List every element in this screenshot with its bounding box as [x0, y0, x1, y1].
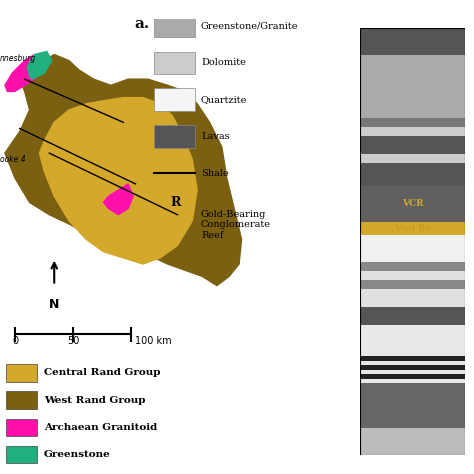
Text: a.: a. — [135, 17, 150, 31]
Text: R: R — [171, 196, 181, 209]
Bar — [360, 307, 465, 325]
Bar — [360, 235, 465, 262]
Polygon shape — [5, 55, 39, 91]
Bar — [360, 365, 465, 370]
Bar — [154, 125, 195, 147]
Text: Quartzite: Quartzite — [201, 95, 247, 104]
Text: Greenstone: Greenstone — [44, 450, 111, 459]
Bar — [360, 374, 465, 379]
Bar — [360, 271, 465, 280]
Text: Dolomite: Dolomite — [201, 58, 246, 67]
Text: Gold-Bearing
Conglomerate
Reef: Gold-Bearing Conglomerate Reef — [201, 210, 271, 239]
Bar — [360, 163, 465, 186]
Text: Lavas: Lavas — [201, 132, 229, 141]
Polygon shape — [27, 52, 52, 79]
Text: nnesburg: nnesburg — [0, 54, 36, 63]
Polygon shape — [5, 55, 242, 285]
Bar — [360, 289, 465, 307]
Bar — [6, 392, 37, 409]
Bar — [360, 428, 465, 455]
Bar — [154, 52, 195, 74]
Bar — [360, 356, 465, 361]
Text: Central Rand Group: Central Rand Group — [44, 368, 161, 377]
Bar — [360, 127, 465, 136]
Text: West Rand Group: West Rand Group — [44, 396, 146, 404]
Bar — [360, 136, 465, 154]
Bar — [360, 118, 465, 127]
Bar — [6, 365, 37, 382]
Text: Shale: Shale — [201, 169, 228, 177]
Bar — [360, 379, 465, 383]
Bar — [360, 28, 465, 55]
Polygon shape — [39, 98, 197, 264]
Bar — [360, 186, 465, 221]
Text: VCR: VCR — [401, 199, 423, 208]
Bar — [6, 419, 37, 436]
Bar — [360, 221, 465, 235]
Bar — [360, 280, 465, 289]
Polygon shape — [103, 184, 133, 215]
Bar — [360, 55, 465, 118]
Bar — [360, 262, 465, 271]
Text: ooke 4: ooke 4 — [0, 155, 26, 164]
Bar — [360, 325, 465, 356]
Text: 0: 0 — [12, 337, 18, 346]
Text: 100 km: 100 km — [135, 337, 172, 346]
Text: Archaean Granitoid: Archaean Granitoid — [44, 423, 157, 432]
Bar — [6, 446, 37, 463]
Text: Greenstone/Granite: Greenstone/Granite — [201, 22, 299, 30]
Bar — [360, 383, 465, 428]
Text: Vaal Re: Vaal Re — [394, 224, 431, 233]
Text: 50: 50 — [67, 337, 79, 346]
Bar — [360, 154, 465, 163]
Bar — [154, 15, 195, 37]
Bar — [154, 88, 195, 111]
Text: N: N — [49, 298, 59, 311]
Bar — [360, 361, 465, 365]
Bar — [360, 370, 465, 374]
